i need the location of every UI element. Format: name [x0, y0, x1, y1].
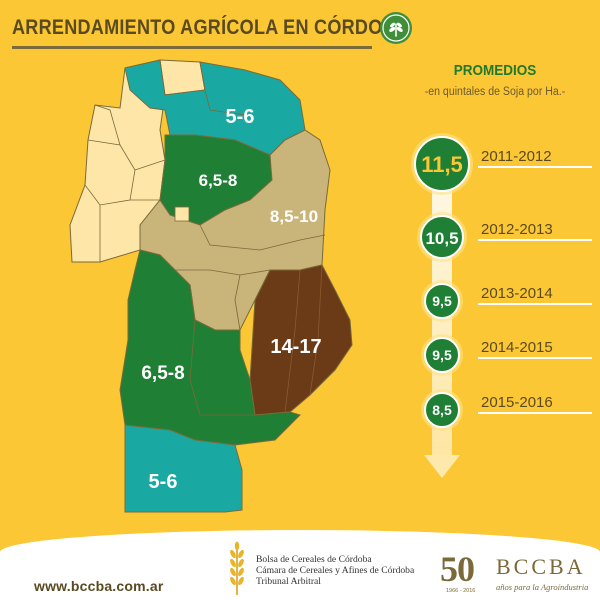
timeline-arrow-head	[424, 455, 460, 478]
map-region-south	[124, 424, 243, 513]
promedio-value: 9,5	[432, 347, 452, 363]
logo-name: BCCBA	[496, 554, 586, 579]
promedio-entry: 11,5 2011-2012	[411, 133, 592, 195]
promedio-year: 2011-2012	[481, 148, 552, 165]
map-label-south: 5-6	[149, 471, 178, 493]
map-label-south-center: 6,5-8	[141, 363, 184, 384]
promedio-year: 2015-2016	[481, 394, 553, 411]
promedio-entry: 8,5 2015-2016	[421, 389, 592, 431]
map-region-south-center	[119, 249, 301, 446]
logo-anniversary-number: 50	[440, 549, 475, 589]
wheat-badge-icon	[380, 12, 412, 44]
map-label-north-center: 6,5-8	[199, 171, 238, 190]
map-capital-square	[174, 206, 190, 222]
promedio-value: 11,5	[421, 152, 463, 177]
website-link[interactable]: www.bccba.com.ar	[34, 578, 164, 594]
entity-list: Bolsa de Cereales de Córdoba Cámara de C…	[256, 554, 414, 587]
promedio-entry: 9,5 2014-2015	[421, 334, 592, 376]
entity-name: Cámara de Cereales y Afines de Córdoba	[256, 565, 415, 576]
wheat-icon	[230, 541, 244, 595]
map-label-center-east: 8,5-10	[270, 207, 318, 226]
logo-tagline: años para la Agroindustria	[496, 582, 589, 592]
header: ARRENDAMIENTO AGRÍCOLA EN CÓRDOBA	[12, 8, 412, 52]
promedio-value: 9,5	[432, 293, 452, 309]
map-label-southeast: 14-17	[270, 336, 321, 358]
entity-name: Bolsa de Cereales de Córdoba	[256, 554, 372, 565]
promedio-entry: 10,5 2012-2013	[417, 212, 592, 262]
promedios-title: PROMEDIOS	[453, 62, 537, 79]
map-label-north: 5-6	[226, 106, 255, 128]
promedio-year: 2012-2013	[481, 221, 553, 238]
footer: www.bccba.com.ar Bolsa de Cereales de Có…	[0, 530, 600, 600]
page-title: ARRENDAMIENTO AGRÍCOLA EN CÓRDOBA	[12, 16, 410, 39]
promedio-year: 2013-2014	[481, 285, 553, 302]
promedios-subtitle: -en quintales de Soja por Ha.-	[424, 86, 566, 98]
entity-name: Tribunal Arbitral	[256, 576, 321, 587]
title-underline	[12, 46, 372, 49]
logo-years: 1966 - 2016	[446, 588, 476, 594]
promedio-entry: 9,5 2013-2014	[421, 280, 592, 322]
promedio-year: 2014-2015	[481, 339, 553, 356]
promedio-value: 8,5	[432, 402, 452, 418]
promedio-value: 10,5	[425, 229, 458, 248]
